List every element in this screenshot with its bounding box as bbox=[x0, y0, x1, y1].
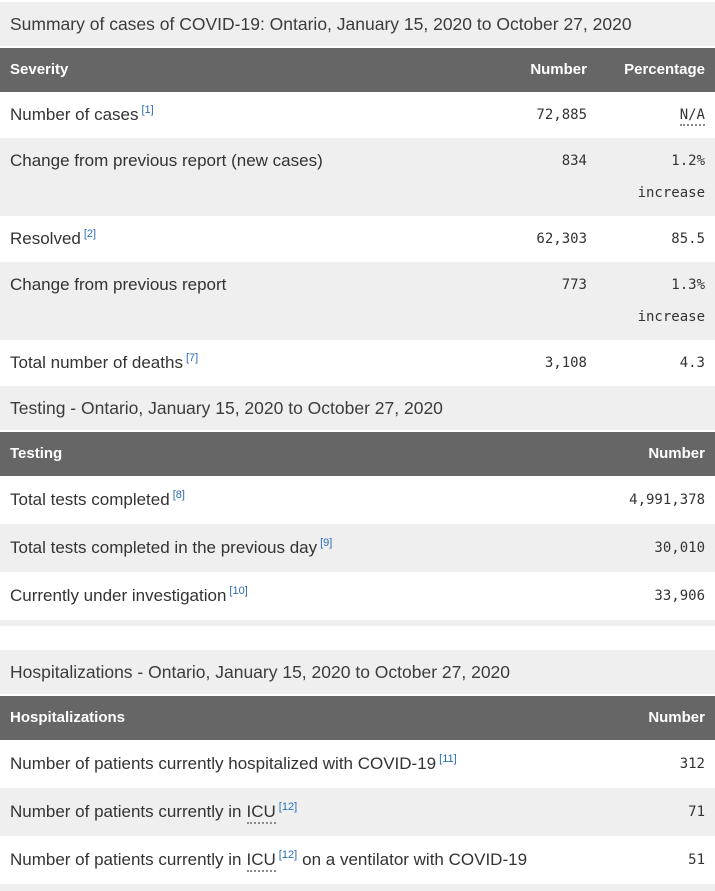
table-row-resolved: Resolved [2] 62,303 85.5 bbox=[0, 216, 715, 262]
row-label: Currently under investigation bbox=[10, 586, 227, 605]
percentage-line2: increase bbox=[637, 309, 705, 325]
row-label-cell: Number of patients currently hospitalize… bbox=[0, 740, 585, 788]
footnote-link-12[interactable]: [12] bbox=[278, 801, 298, 814]
column-header-percentage: Percentage bbox=[597, 48, 715, 92]
row-label-cell: Resolved [2] bbox=[0, 216, 487, 262]
row-number-value: 834 bbox=[487, 138, 597, 216]
hospitalizations-table-header-row: Hospitalizations Number bbox=[0, 696, 715, 740]
table-row-tests-previous-day: Total tests completed in the previous da… bbox=[0, 524, 715, 572]
column-header-number: Number bbox=[487, 48, 597, 92]
section-summary: Summary of cases of COVID-19: Ontario, J… bbox=[0, 2, 715, 386]
clipped-next-row-strip bbox=[0, 884, 715, 891]
row-label: Resolved bbox=[10, 229, 81, 248]
row-number-value: 33,906 bbox=[585, 572, 715, 620]
section-heading-summary: Summary of cases of COVID-19: Ontario, J… bbox=[0, 2, 715, 46]
percentage-line2: increase bbox=[637, 185, 705, 201]
footnote-link-9[interactable]: [9] bbox=[320, 537, 333, 550]
hospitalizations-table: Hospitalizations Number Number of patien… bbox=[0, 696, 715, 884]
row-number-value: 72,885 bbox=[487, 92, 597, 138]
row-label-cell: Number of cases [1] bbox=[0, 92, 487, 138]
table-row-icu: Number of patients currently in ICU [12] 7… bbox=[0, 788, 715, 836]
row-number-value: 62,303 bbox=[487, 216, 597, 262]
na-abbr: N/A bbox=[679, 107, 705, 126]
row-label: Number of patients currently in bbox=[10, 802, 242, 821]
row-percentage-value: 1.3% increase bbox=[597, 262, 715, 340]
row-number-value: 71 bbox=[585, 788, 715, 836]
column-header-severity: Severity bbox=[0, 48, 487, 92]
section-gap bbox=[0, 626, 715, 650]
row-label: Change from previous report (new cases) bbox=[10, 151, 323, 170]
table-row-total-deaths: Total number of deaths [7] 3,108 4.3 bbox=[0, 340, 715, 386]
column-header-hospitalizations: Hospitalizations bbox=[0, 696, 585, 740]
row-label-cell: Total number of deaths [7] bbox=[0, 340, 487, 386]
footnote-link-8[interactable]: [8] bbox=[172, 489, 185, 502]
footnote-link-2[interactable]: [2] bbox=[83, 228, 97, 241]
testing-table-bottom-strip bbox=[0, 620, 715, 626]
column-header-testing: Testing bbox=[0, 432, 585, 476]
table-row-icu-ventilator: Number of patients currently in ICU [12] on… bbox=[0, 836, 715, 884]
column-header-number: Number bbox=[585, 696, 715, 740]
row-number-value: 3,108 bbox=[487, 340, 597, 386]
row-label: Number of patients currently in bbox=[10, 850, 242, 869]
percentage-line1: 1.2% bbox=[671, 153, 705, 169]
row-label: Total number of deaths bbox=[10, 353, 183, 372]
section-hospitalizations: Hospitalizations - Ontario, January 15, … bbox=[0, 650, 715, 891]
table-row-change-new-cases: Change from previous report (new cases) … bbox=[0, 138, 715, 216]
row-number-value: 51 bbox=[585, 836, 715, 884]
footnote-link-7[interactable]: [7] bbox=[185, 352, 199, 365]
row-label-cell: Currently under investigation [10] bbox=[0, 572, 585, 620]
icu-abbr: ICU bbox=[246, 850, 276, 872]
row-label-cell: Change from previous report (new cases) bbox=[0, 138, 487, 216]
row-label-cell: Number of patients currently in ICU [12] bbox=[0, 788, 585, 836]
row-label: Total tests completed bbox=[10, 490, 170, 509]
row-label: Change from previous report bbox=[10, 275, 227, 294]
row-percentage-value: 85.5 bbox=[597, 216, 715, 262]
row-percentage-value: 4.3 bbox=[597, 340, 715, 386]
testing-table-header-row: Testing Number bbox=[0, 432, 715, 476]
table-row-total-tests: Total tests completed [8] 4,991,378 bbox=[0, 476, 715, 524]
row-number-value: 4,991,378 bbox=[585, 476, 715, 524]
row-number-value: 30,010 bbox=[585, 524, 715, 572]
table-row-hospitalized: Number of patients currently hospitalize… bbox=[0, 740, 715, 788]
table-row-change-previous-report: Change from previous report 773 1.3% inc… bbox=[0, 262, 715, 340]
section-testing: Testing - Ontario, January 15, 2020 to O… bbox=[0, 386, 715, 626]
row-number-value: 312 bbox=[585, 740, 715, 788]
section-heading-hospitalizations: Hospitalizations - Ontario, January 15, … bbox=[0, 650, 715, 694]
percentage-line1: 1.3% bbox=[671, 277, 705, 293]
section-heading-testing: Testing - Ontario, January 15, 2020 to O… bbox=[0, 386, 715, 430]
row-number-value: 773 bbox=[487, 262, 597, 340]
summary-table-header-row: Severity Number Percentage bbox=[0, 48, 715, 92]
row-label: Number of cases bbox=[10, 105, 139, 124]
row-label: Number of patients currently hospitalize… bbox=[10, 754, 437, 773]
row-label-cell: Total tests completed [8] bbox=[0, 476, 585, 524]
footnote-link-1[interactable]: [1] bbox=[141, 104, 154, 117]
row-percentage-value: 1.2% increase bbox=[597, 138, 715, 216]
footnote-link-12[interactable]: [12] bbox=[278, 849, 298, 862]
icu-abbr: ICU bbox=[246, 802, 276, 824]
row-label-cell: Total tests completed in the previous da… bbox=[0, 524, 585, 572]
testing-table: Testing Number Total tests completed [8] … bbox=[0, 432, 715, 620]
row-label-cell: Number of patients currently in ICU [12] on… bbox=[0, 836, 585, 884]
footnote-link-10[interactable]: [10] bbox=[229, 585, 248, 598]
table-row-under-investigation: Currently under investigation [10] 33,906 bbox=[0, 572, 715, 620]
row-percentage-value: N/A bbox=[597, 92, 715, 138]
footnote-link-11[interactable]: [11] bbox=[439, 753, 457, 766]
row-label-suffix: on a ventilator with COVID-19 bbox=[302, 850, 528, 869]
row-label-cell: Change from previous report bbox=[0, 262, 487, 340]
summary-table: Severity Number Percentage Number of cas… bbox=[0, 48, 715, 386]
row-label: Total tests completed in the previous da… bbox=[10, 538, 318, 557]
column-header-number: Number bbox=[585, 432, 715, 476]
table-row-number-of-cases: Number of cases [1] 72,885 N/A bbox=[0, 92, 715, 138]
